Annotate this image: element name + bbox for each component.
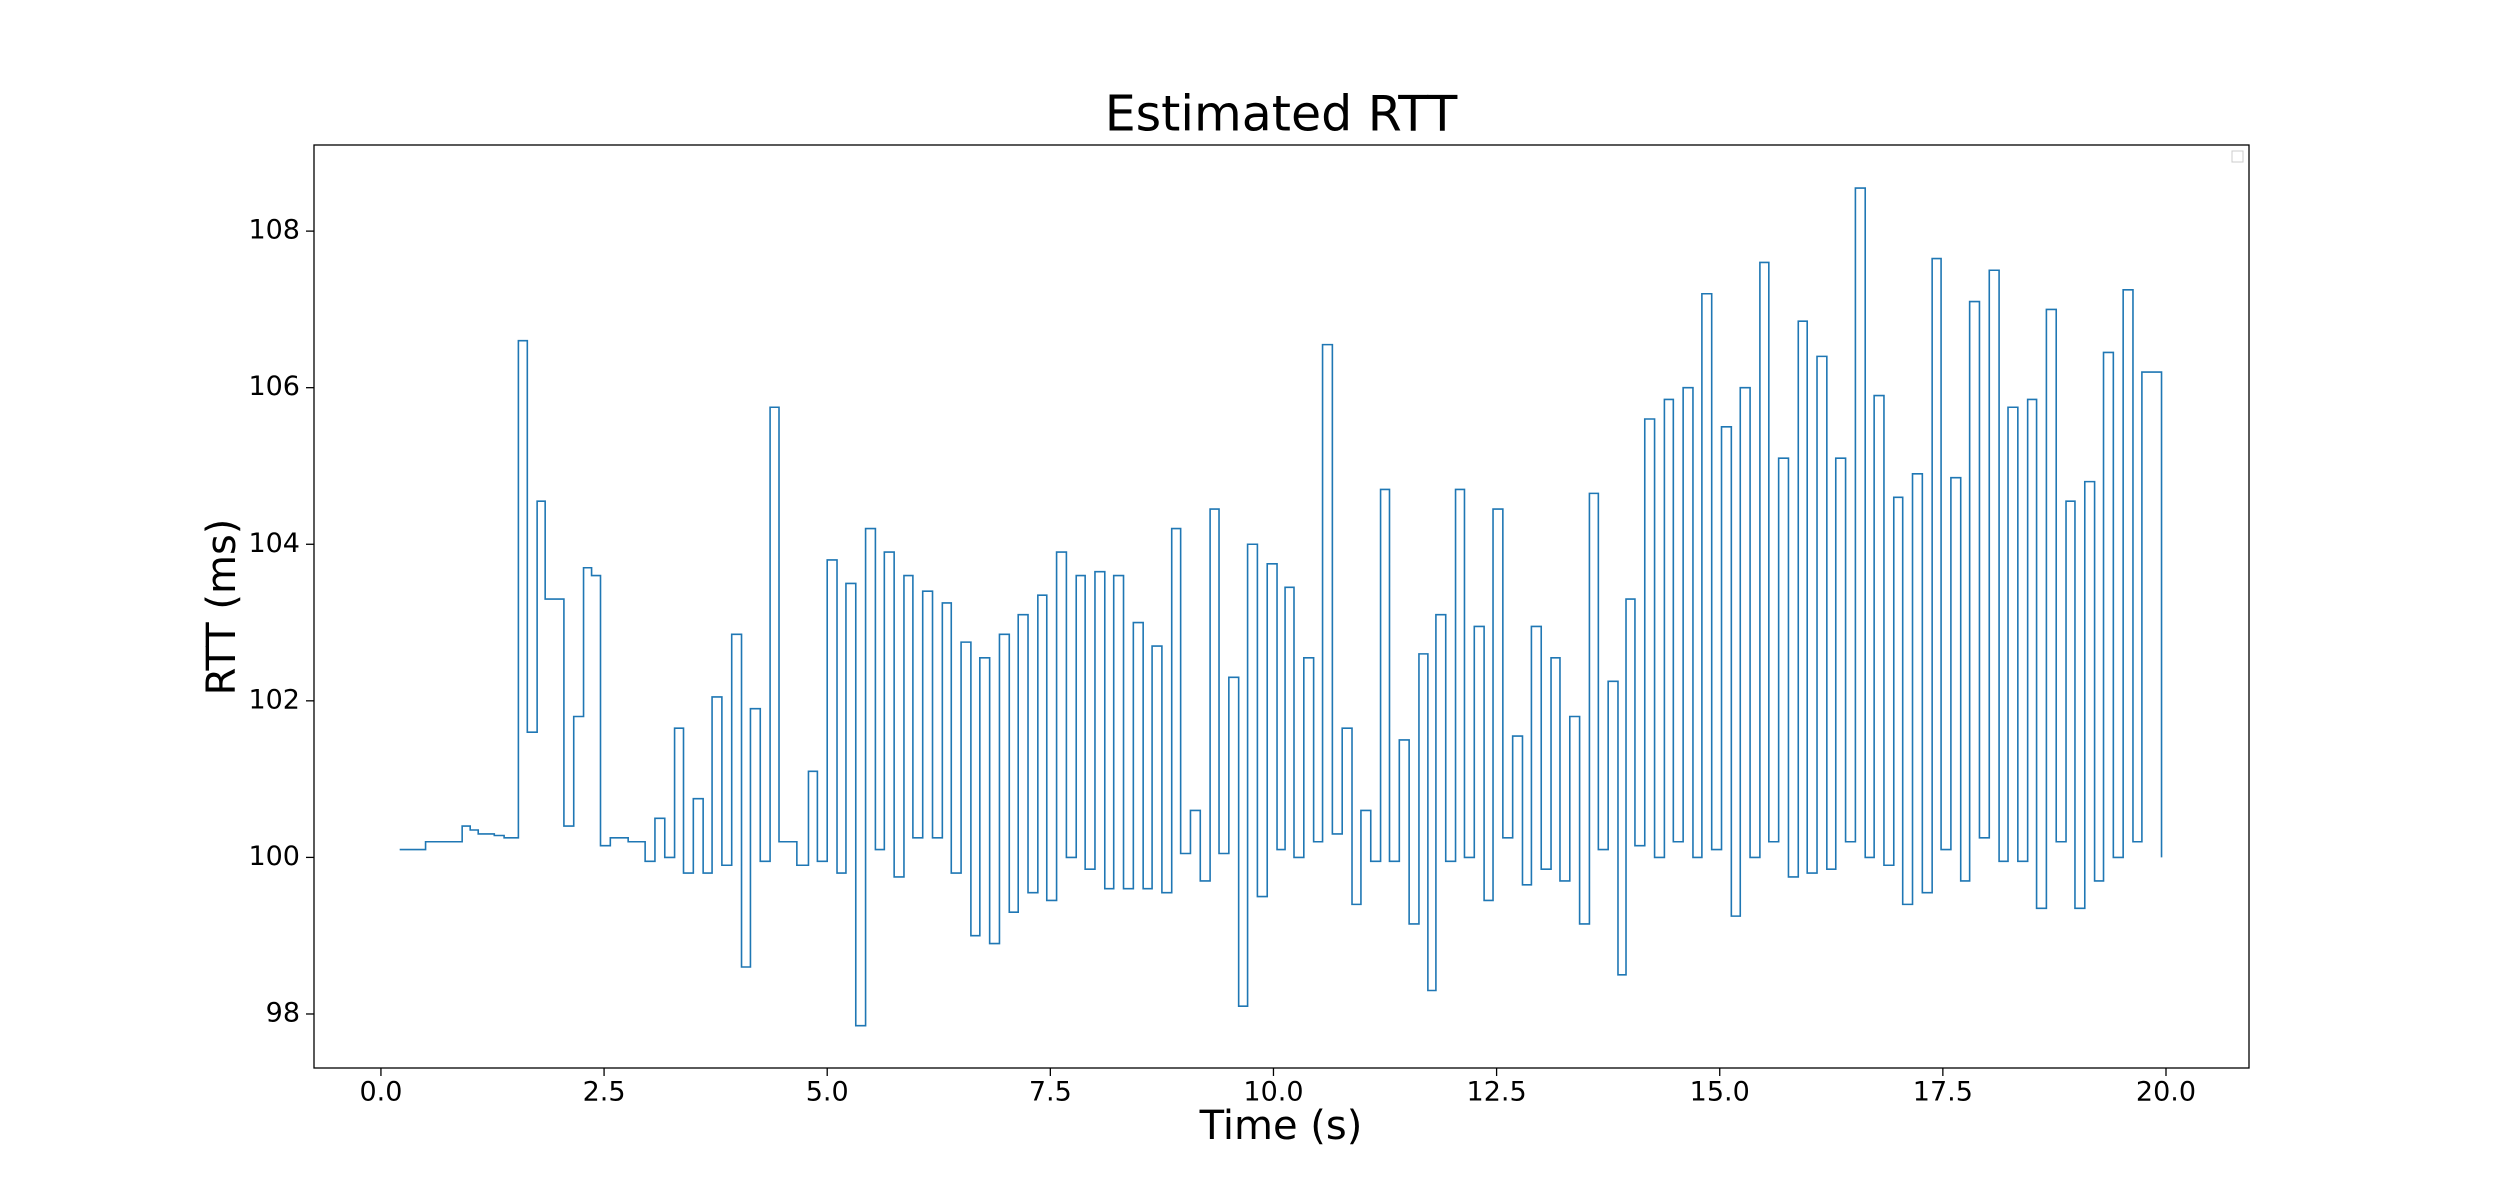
rtt-line — [399, 187, 2163, 1027]
x-tick-label: 10.0 — [1243, 1077, 1303, 1108]
x-tick-label: 5.0 — [806, 1077, 849, 1108]
legend-box — [2231, 150, 2244, 163]
x-tick-label: 2.5 — [583, 1077, 626, 1108]
y-tick-label: 100 — [248, 841, 300, 872]
x-tick-label: 12.5 — [1467, 1077, 1527, 1108]
y-tick-label: 102 — [248, 684, 300, 715]
x-axis-label: Time (s) — [1199, 1103, 1363, 1149]
x-tick-label: 0.0 — [359, 1077, 402, 1108]
y-tick-label: 104 — [248, 528, 300, 559]
y-axis-label: RTT (ms) — [199, 519, 245, 696]
chart-title: Estimated RTT — [1105, 86, 1459, 143]
x-tick-label: 7.5 — [1029, 1077, 1072, 1108]
x-tick-label: 15.0 — [1690, 1077, 1750, 1108]
x-tick-label: 20.0 — [2136, 1077, 2196, 1108]
y-tick-label: 108 — [248, 215, 300, 246]
x-tick-label: 17.5 — [1913, 1077, 1973, 1108]
y-tick-label: 98 — [266, 997, 300, 1028]
y-tick-label: 106 — [248, 371, 300, 402]
plot-frame — [313, 144, 2250, 1069]
